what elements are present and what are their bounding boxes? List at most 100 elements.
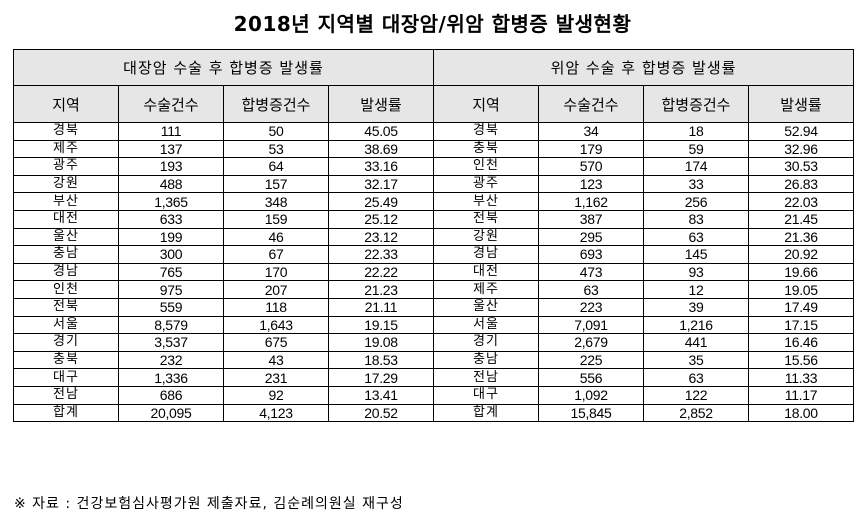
group-header-stomach: 위암 수술 후 합병증 발생률 — [433, 49, 854, 86]
stomach-complications-cell: 122 — [643, 385, 749, 405]
colorectal-region-cell: 강원 — [13, 174, 119, 194]
colorectal-complications-cell: 159 — [223, 209, 329, 229]
table-row: 경기 3,537 675 19.08 경기 2,679 441 16.46 — [13, 333, 854, 352]
stomach-rate-cell: 18.00 — [748, 403, 854, 423]
colorectal-surgeries-cell: 193 — [118, 157, 224, 176]
colorectal-surgeries-cell: 633 — [118, 209, 224, 229]
column-header-surgeries: 수술건수 — [538, 85, 644, 123]
colorectal-region-cell: 충남 — [13, 245, 119, 264]
table-row: 대구 1,336 231 17.29 전남 556 63 11.33 — [13, 368, 854, 387]
stomach-region-cell: 부산 — [433, 192, 539, 211]
stomach-rate-cell: 17.49 — [748, 297, 854, 317]
column-header-complications: 합병증건수 — [223, 85, 329, 123]
colorectal-complications-cell: 67 — [223, 245, 329, 264]
stomach-surgeries-cell: 556 — [538, 368, 644, 387]
colorectal-surgeries-cell: 1,365 — [118, 192, 224, 211]
stomach-rate-cell: 16.46 — [748, 333, 854, 352]
colorectal-rate-cell: 19.08 — [328, 333, 434, 352]
stomach-region-cell: 인천 — [433, 157, 539, 176]
stomach-region-cell: 광주 — [433, 174, 539, 194]
page-title: 2018년 지역별 대장암/위암 합병증 발생현황 — [233, 12, 632, 36]
total-row: 합계 20,095 4,123 20.52 합계 15,845 2,852 18.00 — [13, 403, 854, 423]
colorectal-complications-cell: 64 — [223, 157, 329, 176]
stomach-rate-cell: 26.83 — [748, 174, 854, 194]
stomach-surgeries-cell: 473 — [538, 262, 644, 282]
stomach-complications-cell: 83 — [643, 209, 749, 229]
stomach-region-cell: 경남 — [433, 245, 539, 264]
table-row: 광주 193 64 33.16 인천 570 174 30.53 — [13, 157, 854, 176]
source-footnote: ※ 자료 : 건강보험심사평가원 제출자료, 김순례의원실 재구성 — [14, 496, 404, 512]
colorectal-complications-cell: 50 — [223, 122, 329, 141]
colorectal-complications-cell: 348 — [223, 192, 329, 211]
stomach-surgeries-cell: 387 — [538, 209, 644, 229]
colorectal-surgeries-cell: 975 — [118, 280, 224, 299]
colorectal-surgeries-cell: 686 — [118, 385, 224, 405]
stomach-surgeries-cell: 570 — [538, 157, 644, 176]
table-row: 경북 111 50 45.05 경북 34 18 52.94 — [13, 122, 854, 141]
stomach-region-cell: 서울 — [433, 315, 539, 335]
stomach-surgeries-cell: 223 — [538, 297, 644, 317]
stomach-rate-cell: 21.45 — [748, 209, 854, 229]
colorectal-complications-cell: 157 — [223, 174, 329, 194]
stomach-rate-cell: 11.33 — [748, 368, 854, 387]
column-header-rate: 발생률 — [748, 85, 854, 123]
colorectal-surgeries-cell: 137 — [118, 139, 224, 159]
stomach-rate-cell: 11.17 — [748, 385, 854, 405]
colorectal-region-cell: 경남 — [13, 262, 119, 282]
stomach-rate-cell: 22.03 — [748, 192, 854, 211]
column-header-region: 지역 — [433, 85, 539, 123]
stomach-surgeries-cell: 225 — [538, 350, 644, 370]
colorectal-complications-cell: 46 — [223, 227, 329, 247]
colorectal-rate-cell: 32.17 — [328, 174, 434, 194]
stomach-complications-cell: 18 — [643, 122, 749, 141]
table-row: 울산 199 46 23.12 강원 295 63 21.36 — [13, 227, 854, 247]
colorectal-rate-cell: 22.33 — [328, 245, 434, 264]
stomach-complications-cell: 93 — [643, 262, 749, 282]
stomach-region-cell: 전북 — [433, 209, 539, 229]
colorectal-surgeries-cell: 8,579 — [118, 315, 224, 335]
colorectal-region-cell: 경북 — [13, 122, 119, 141]
table-row: 전남 686 92 13.41 대구 1,092 122 11.17 — [13, 385, 854, 405]
colorectal-region-cell: 광주 — [13, 157, 119, 176]
stomach-complications-cell: 63 — [643, 368, 749, 387]
colorectal-region-cell: 울산 — [13, 227, 119, 247]
table-row: 제주 137 53 38.69 충북 179 59 32.96 — [13, 139, 854, 159]
stomach-complications-cell: 256 — [643, 192, 749, 211]
colorectal-region-cell: 제주 — [13, 139, 119, 159]
stomach-rate-cell: 20.92 — [748, 245, 854, 264]
colorectal-region-cell: 인천 — [13, 280, 119, 299]
colorectal-rate-cell: 45.05 — [328, 122, 434, 141]
stomach-rate-cell: 21.36 — [748, 227, 854, 247]
stomach-rate-cell: 15.56 — [748, 350, 854, 370]
column-header-surgeries: 수술건수 — [118, 85, 224, 123]
colorectal-region-cell: 부산 — [13, 192, 119, 211]
stomach-surgeries-cell: 179 — [538, 139, 644, 159]
stomach-complications-cell: 59 — [643, 139, 749, 159]
colorectal-surgeries-cell: 3,537 — [118, 333, 224, 352]
colorectal-rate-cell: 25.49 — [328, 192, 434, 211]
colorectal-region-cell: 대구 — [13, 368, 119, 387]
colorectal-complications-cell: 675 — [223, 333, 329, 352]
stomach-region-cell: 경기 — [433, 333, 539, 352]
colorectal-complications-cell: 1,643 — [223, 315, 329, 335]
colorectal-region-cell: 대전 — [13, 209, 119, 229]
stomach-complications-cell: 1,216 — [643, 315, 749, 335]
stomach-rate-cell: 17.15 — [748, 315, 854, 335]
table-row: 충남 300 67 22.33 경남 693 145 20.92 — [13, 245, 854, 264]
colorectal-complications-cell: 118 — [223, 297, 329, 317]
colorectal-surgeries-cell: 559 — [118, 297, 224, 317]
stomach-complications-cell: 2,852 — [643, 403, 749, 423]
colorectal-complications-cell: 92 — [223, 385, 329, 405]
colorectal-rate-cell: 18.53 — [328, 350, 434, 370]
colorectal-region-cell: 경기 — [13, 333, 119, 352]
stomach-complications-cell: 145 — [643, 245, 749, 264]
colorectal-region-cell: 충북 — [13, 350, 119, 370]
colorectal-surgeries-cell: 488 — [118, 174, 224, 194]
stomach-region-cell: 경북 — [433, 122, 539, 141]
stomach-complications-cell: 174 — [643, 157, 749, 176]
stomach-surgeries-cell: 63 — [538, 280, 644, 299]
colorectal-surgeries-cell: 199 — [118, 227, 224, 247]
colorectal-surgeries-cell: 111 — [118, 122, 224, 141]
stomach-surgeries-cell: 1,162 — [538, 192, 644, 211]
colorectal-complications-cell: 231 — [223, 368, 329, 387]
